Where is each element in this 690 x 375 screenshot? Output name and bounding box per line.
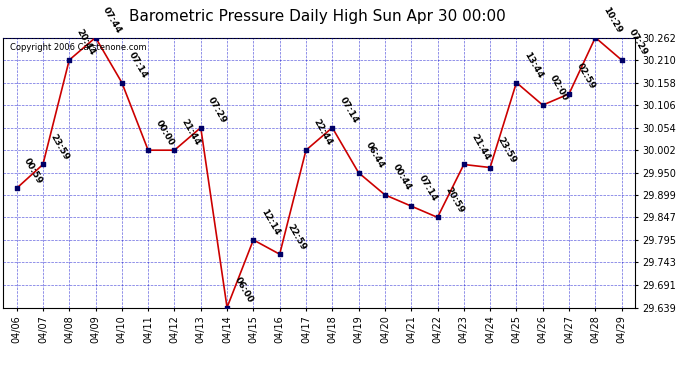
Point bbox=[274, 251, 285, 257]
Text: 23:59: 23:59 bbox=[48, 132, 70, 162]
Text: 07:14: 07:14 bbox=[338, 96, 360, 125]
Point bbox=[616, 57, 627, 63]
Point bbox=[327, 124, 338, 130]
Text: 00:00: 00:00 bbox=[154, 118, 175, 147]
Text: 21:44: 21:44 bbox=[180, 118, 202, 147]
Text: 07:44: 07:44 bbox=[101, 5, 124, 35]
Point bbox=[406, 203, 417, 209]
Point bbox=[590, 34, 601, 40]
Text: 00:59: 00:59 bbox=[22, 156, 44, 186]
Text: 20:44: 20:44 bbox=[75, 28, 97, 57]
Text: 21:44: 21:44 bbox=[469, 132, 491, 162]
Point bbox=[143, 147, 154, 153]
Point bbox=[380, 192, 391, 198]
Text: 07:14: 07:14 bbox=[417, 174, 439, 203]
Point bbox=[564, 91, 575, 97]
Point bbox=[63, 57, 75, 63]
Text: 06:00: 06:00 bbox=[233, 276, 255, 305]
Text: 22:59: 22:59 bbox=[285, 222, 307, 251]
Text: 06:44: 06:44 bbox=[364, 141, 386, 170]
Text: 07:14: 07:14 bbox=[128, 50, 150, 80]
Point bbox=[432, 214, 443, 220]
Point bbox=[169, 147, 180, 153]
Text: Copyright 2006 Carstenone.com: Copyright 2006 Carstenone.com bbox=[10, 43, 146, 52]
Text: 10:29: 10:29 bbox=[601, 5, 623, 35]
Point bbox=[11, 185, 22, 191]
Text: 02:59: 02:59 bbox=[575, 62, 597, 91]
Point bbox=[538, 102, 549, 108]
Point bbox=[90, 34, 101, 40]
Text: 07:29: 07:29 bbox=[627, 28, 649, 57]
Text: 22:44: 22:44 bbox=[311, 118, 334, 147]
Point bbox=[300, 147, 311, 153]
Point bbox=[195, 124, 206, 130]
Point bbox=[221, 304, 233, 310]
Text: 13:44: 13:44 bbox=[522, 50, 544, 80]
Point bbox=[248, 237, 259, 243]
Point bbox=[484, 165, 495, 171]
Point bbox=[353, 170, 364, 176]
Point bbox=[458, 162, 469, 168]
Point bbox=[511, 80, 522, 86]
Text: Barometric Pressure Daily High Sun Apr 30 00:00: Barometric Pressure Daily High Sun Apr 3… bbox=[129, 9, 506, 24]
Text: 00:44: 00:44 bbox=[391, 163, 413, 192]
Point bbox=[37, 162, 48, 168]
Point bbox=[117, 80, 128, 86]
Text: 12:14: 12:14 bbox=[259, 208, 281, 237]
Text: 20:59: 20:59 bbox=[443, 185, 465, 214]
Text: 07:29: 07:29 bbox=[206, 96, 228, 125]
Text: 02:00: 02:00 bbox=[549, 74, 570, 102]
Text: 23:59: 23:59 bbox=[495, 135, 518, 165]
